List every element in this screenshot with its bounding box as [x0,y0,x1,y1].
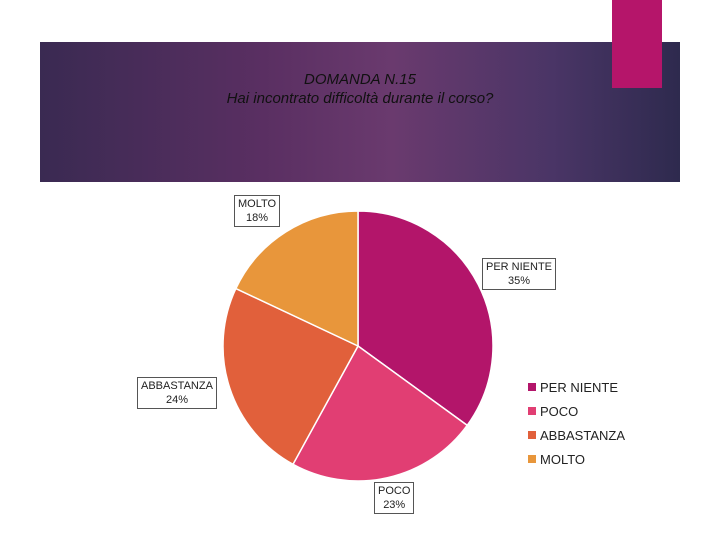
legend-label-abbastanza: ABBASTANZA [540,427,626,443]
callout-abbastanza-value: 24% [165,394,188,406]
callout-per-niente: PER NIENTE 35% [482,258,557,290]
legend-swatch-abbastanza [528,431,536,439]
legend-swatch-per-niente [528,383,536,391]
pie-slice-abbastanza [222,287,360,466]
legend-item-abbastanza: ABBASTANZA [528,423,625,447]
title-banner [40,42,680,182]
legend-item-poco: POCO [528,399,625,423]
legend-item-molto: MOLTO [528,447,625,471]
callout-molto-name: MOLTO [238,198,277,210]
chart-title-line2: Hai incontrato difficoltà durante il cor… [226,90,494,107]
legend-swatch-poco [528,407,536,415]
callout-abbastanza: ABBASTANZA 24% [137,377,217,409]
legend-label-per-niente: PER NIENTE [540,379,619,395]
pie-slice-per-niente [357,210,494,427]
callout-molto-value: 18% [246,212,269,224]
pie-slice-poco [291,344,469,482]
callout-molto: MOLTO 18% [234,195,281,227]
callout-poco-name: POCO [378,485,411,497]
pie-slice-molto [234,210,359,348]
legend-label-molto: MOLTO [540,451,586,467]
callout-abbastanza-name: ABBASTANZA [141,380,213,392]
callout-per-niente-value: 35% [507,275,531,287]
legend-swatch-molto [528,455,536,463]
legend-label-poco: POCO [540,403,579,419]
legend-item-per-niente: PER NIENTE [528,375,625,399]
chart-title: DOMANDA N.15 Hai incontrato difficoltà d… [40,70,680,108]
legend: PER NIENTE POCO ABBASTANZA MOLTO [528,375,625,471]
callout-per-niente-name: PER NIENTE [486,261,553,273]
callout-poco-value: 23% [383,499,406,511]
callout-poco: POCO 23% [374,482,415,514]
chart-title-line1: DOMANDA N.15 [304,71,416,88]
accent-bar [612,0,662,88]
